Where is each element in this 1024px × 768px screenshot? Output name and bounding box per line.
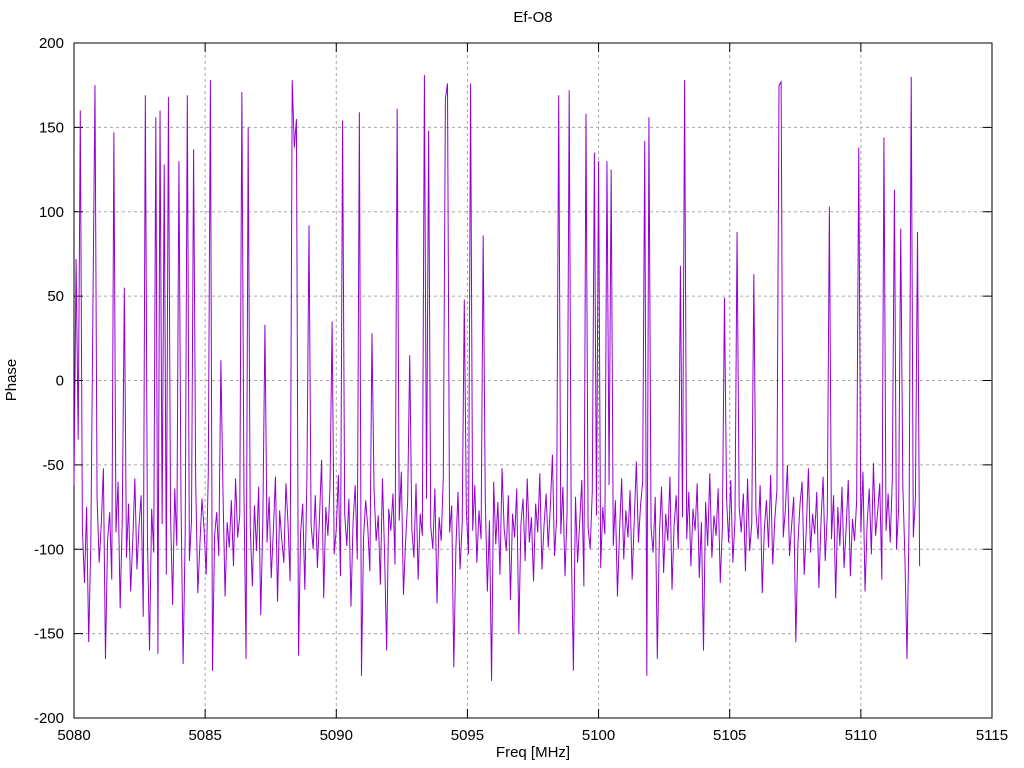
x-tick-label: 5105 <box>713 727 746 744</box>
y-tick-label: -100 <box>34 541 64 558</box>
x-tick-label: 5085 <box>188 727 221 744</box>
plot-border <box>73 42 993 719</box>
y-tick-label: 200 <box>39 35 64 52</box>
x-tick-label: 5080 <box>57 727 90 744</box>
x-tick-label: 5110 <box>845 727 877 744</box>
y-tick-label: 50 <box>47 288 64 305</box>
phase-trace <box>73 75 921 681</box>
y-tick-label: 0 <box>56 373 64 390</box>
y-axis-label: Phase <box>3 359 20 402</box>
x-tick-label: 5095 <box>451 727 484 744</box>
x-tick-label: 5090 <box>320 727 353 744</box>
y-tick-label: 100 <box>39 204 64 221</box>
tick-labels: 5080 5085 5090 5095 5100 5105 5110 5115 -200 -150… <box>34 35 1008 744</box>
y-tick-label: 150 <box>39 119 64 136</box>
x-axis-label: Freq [MHz] <box>496 744 570 761</box>
x-tick-label: 5115 <box>976 727 1008 744</box>
x-tick-label: 5100 <box>582 727 615 744</box>
chart-title: Ef-O8 <box>513 9 552 26</box>
y-tick-label: -200 <box>34 710 64 727</box>
y-tick-label: -150 <box>34 626 64 643</box>
y-tick-label: -50 <box>42 457 64 474</box>
